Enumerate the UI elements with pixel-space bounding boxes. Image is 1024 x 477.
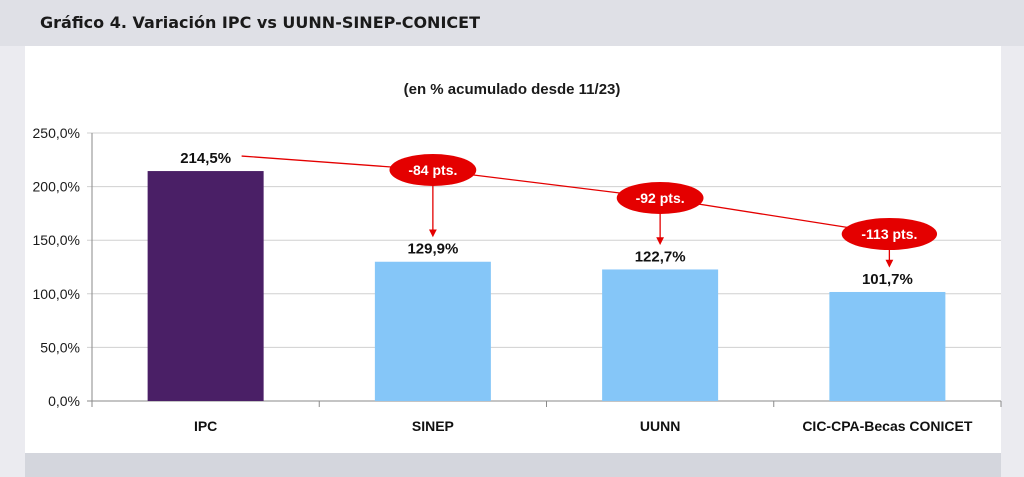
data-labels: 214,5% 129,9% 122,7% 101,7%: [180, 150, 913, 288]
x-category-label: UUNN: [640, 418, 680, 434]
trend-line: [241, 155, 890, 235]
bottom-band: [25, 453, 1001, 477]
y-tick-label: 200,0%: [33, 179, 80, 195]
annotation-oval: [841, 218, 938, 250]
data-label: 101,7%: [862, 271, 913, 288]
annotation-label: -113 pts.: [861, 226, 917, 242]
bar-0: [147, 171, 264, 401]
bar-2: [602, 269, 719, 401]
y-tick-label: 150,0%: [33, 232, 80, 248]
y-tick-label: 100,0%: [33, 286, 80, 302]
y-tick-label: 0,0%: [48, 393, 80, 409]
x-category-label: IPC: [194, 418, 217, 434]
annotation-oval: [616, 182, 704, 214]
chart-subtitle: (en % acumulado desde 11/23): [404, 81, 621, 98]
bars: [147, 171, 946, 401]
page-title: Gráfico 4. Variación IPC vs UUNN-SINEP-C…: [40, 13, 480, 32]
annotations: -84 pts. -92 pts. -113 pts.: [241, 154, 938, 268]
title-bar: Gráfico 4. Variación IPC vs UUNN-SINEP-C…: [0, 0, 1024, 46]
annotation-label: -92 pts.: [636, 190, 685, 206]
data-label: 129,9%: [407, 241, 458, 258]
x-category-label: SINEP: [412, 418, 454, 434]
y-tick-label: 50,0%: [40, 339, 80, 355]
x-category-label: CIC-CPA-Becas CONICET: [802, 418, 973, 434]
bar-3: [829, 291, 946, 401]
data-label: 122,7%: [635, 248, 686, 265]
bar-1: [374, 261, 491, 401]
y-tick-label: 250,0%: [33, 125, 80, 141]
annotation-label: -84 pts.: [408, 162, 457, 178]
data-label: 214,5%: [180, 150, 231, 167]
axes: 0,0% 50,0% 100,0% 150,0% 200,0% 250,0% IPC SINE…: [33, 125, 1002, 434]
annotation-oval: [389, 154, 477, 186]
